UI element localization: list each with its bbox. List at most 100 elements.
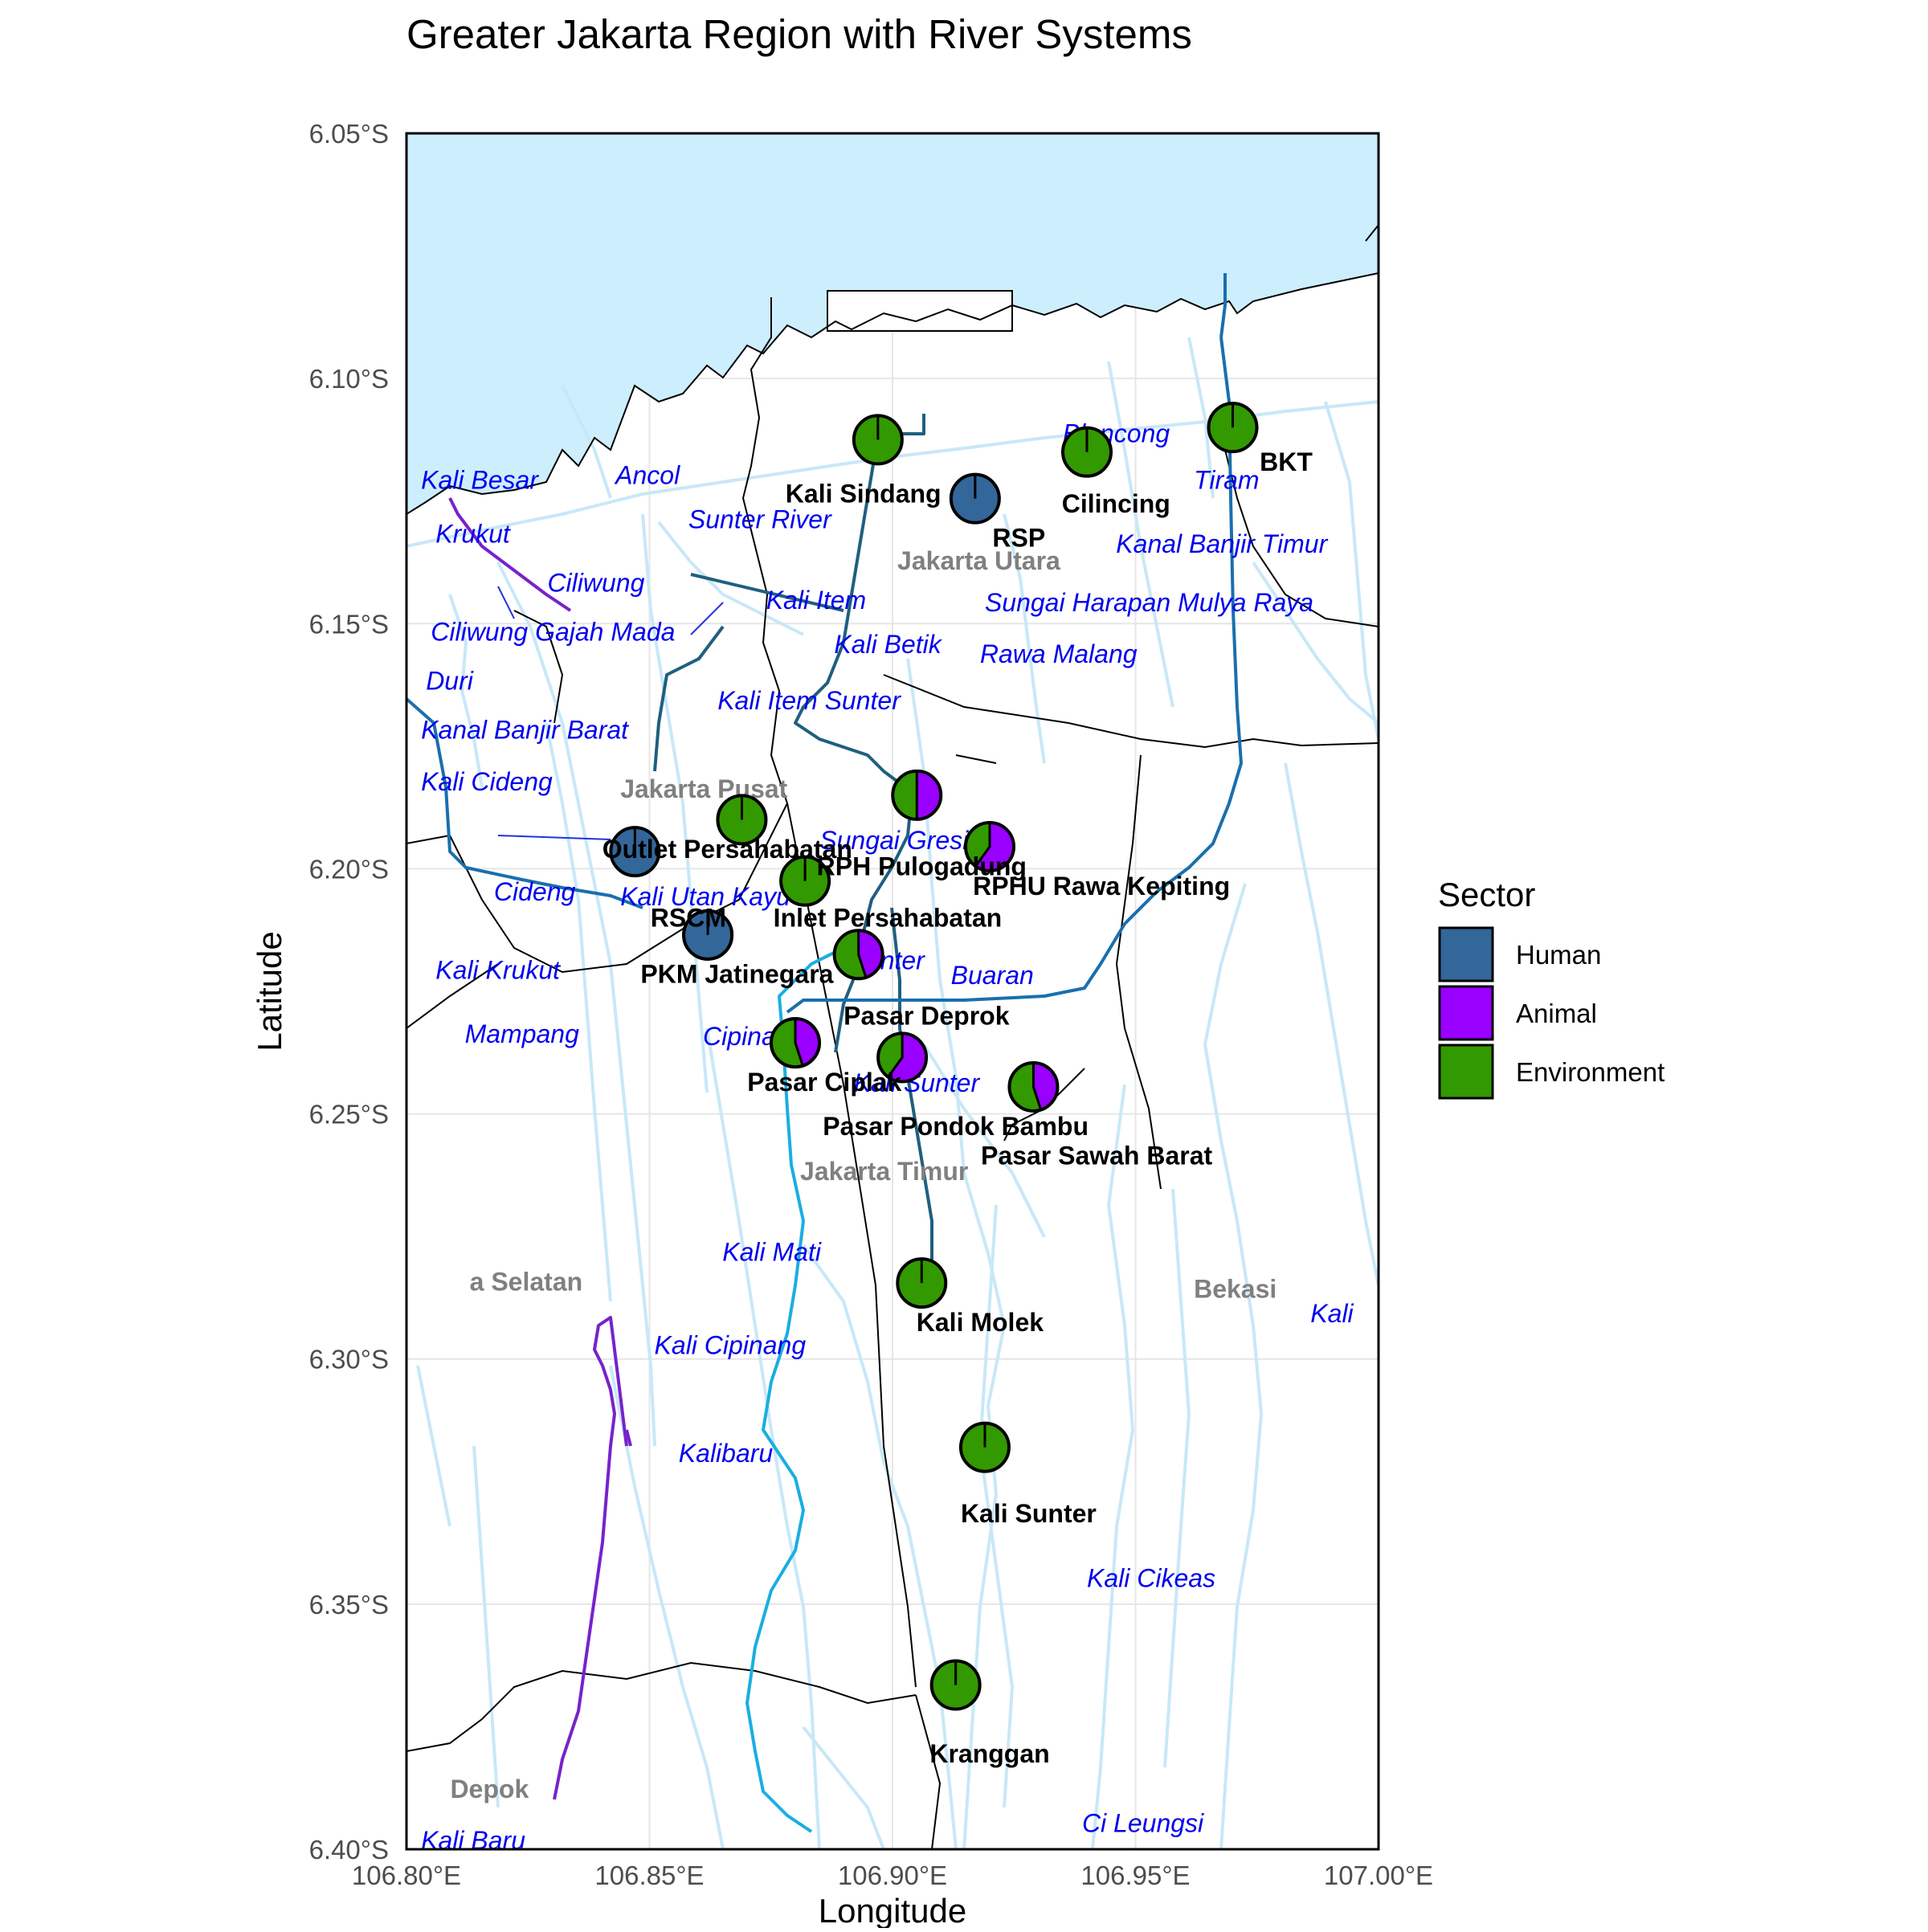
minor-river	[545, 722, 612, 1302]
x-tick-label: 106.95°E	[1080, 1861, 1190, 1890]
river-label: Ciliwung	[547, 569, 644, 598]
site-label: Kali Molek	[917, 1308, 1044, 1337]
coastline	[406, 272, 1379, 515]
site-marker	[779, 855, 831, 907]
pie-outline	[964, 820, 1015, 872]
admin-label: Bekasi	[1194, 1274, 1276, 1303]
river-label: Duri	[426, 667, 474, 696]
minor-river	[1284, 762, 1379, 1286]
legend-title: Sector	[1438, 876, 1535, 913]
y-tick-label: 6.40°S	[309, 1835, 389, 1865]
minor-river	[1203, 883, 1264, 1849]
panel-border	[405, 132, 1380, 1851]
y-tick-label: 6.30°S	[309, 1345, 389, 1374]
minor-river	[1107, 361, 1174, 708]
minor-river	[922, 1043, 1046, 1238]
map-layers: Jakarta Utara Jakarta Pusat Jakarta Timur a…	[406, 133, 1379, 1849]
river-label: Kali Utan Kayu	[620, 882, 790, 911]
sampling-sites	[609, 402, 1259, 1711]
admin-labels: Jakarta Utara Jakarta Pusat Jakarta Timur a…	[450, 546, 1276, 1803]
minor-river	[1252, 561, 1379, 725]
site-label: RSP	[992, 523, 1045, 552]
minor-river	[609, 1365, 725, 1849]
site-marker	[852, 414, 904, 466]
admin-label: Jakarta Pusat	[620, 774, 787, 803]
pie-outline	[770, 1017, 821, 1069]
major-river	[786, 337, 1243, 1014]
river-label: Kali Krukut	[435, 956, 561, 985]
legend-swatch	[1438, 985, 1494, 1041]
site-marker	[896, 1257, 948, 1309]
site-marker	[682, 909, 734, 961]
minor-river	[641, 513, 709, 1093]
minor-river	[1324, 401, 1379, 740]
x-tick-label: 106.90°E	[838, 1861, 947, 1890]
river-label: Ancol	[614, 460, 680, 489]
major-river	[448, 497, 572, 612]
major-river	[834, 794, 913, 1053]
admin-boundary	[513, 610, 564, 724]
port-outline	[827, 290, 1013, 332]
river-label: Sunter River	[688, 504, 832, 533]
minor-river	[802, 1244, 958, 1849]
site-label: Pasar Pondok Bambu	[823, 1112, 1089, 1141]
admin-boundary	[406, 963, 499, 1029]
legend-swatch	[1438, 926, 1494, 982]
site-label: Kali Sunter	[961, 1499, 1097, 1528]
site-marker	[876, 1031, 929, 1084]
minor-river	[1163, 1188, 1191, 1768]
minor-river	[416, 1365, 451, 1527]
major-river	[625, 1429, 632, 1447]
major-rivers	[406, 273, 1243, 1833]
river-label: Rawa Malang	[980, 639, 1138, 668]
site-marker	[716, 794, 768, 846]
map-title: Greater Jakarta Region with River System…	[406, 11, 1192, 57]
legend-label: Environment	[1516, 1057, 1665, 1087]
admin-boundary	[1115, 754, 1162, 1190]
minor-river	[802, 1726, 885, 1849]
river-label: Sungai Gresik	[819, 826, 982, 855]
x-tick-label: 107.00°E	[1324, 1861, 1433, 1890]
site-label: Outlet Persahabatan	[602, 835, 852, 864]
admin-boundary	[1220, 433, 1379, 627]
major-river	[745, 946, 844, 1833]
river-label: Kali Item	[766, 586, 866, 615]
river-label: Kalibaru	[679, 1439, 774, 1468]
site-marker	[609, 826, 661, 878]
site-marker	[1061, 426, 1113, 478]
site-label: BKT	[1260, 447, 1313, 476]
admin-boundary	[406, 803, 788, 974]
y-tick-label: 6.15°S	[309, 609, 389, 639]
admin-label: Jakarta Timur	[800, 1157, 968, 1186]
major-river	[890, 907, 933, 1269]
y-axis-ticks: 6.05°S 6.10°S 6.15°S 6.20°S 6.25°S 6.30°S 6.35…	[309, 119, 389, 1865]
admin-boundary	[406, 1661, 917, 1752]
site-label: Kali Sindang	[786, 480, 942, 509]
river-label: Kanal Banjir Barat	[421, 716, 629, 745]
x-axis-ticks: 106.80°E 106.85°E 106.90°E 106.95°E 107.00°E	[352, 1861, 1433, 1890]
river-label: Kali Item Sunter	[717, 686, 901, 715]
site-marker	[964, 820, 1015, 872]
map-panel[interactable]: Jakarta Utara Jakarta Pusat Jakarta Timur a…	[405, 132, 1380, 1855]
river-label: Sungai Harapan Mulya Raya	[985, 588, 1313, 617]
river-label: Krukut	[435, 520, 511, 549]
river-label: Kali Besar	[421, 465, 539, 494]
legend-swatch	[1438, 1044, 1494, 1100]
admin-boundary	[915, 1694, 942, 1849]
major-river	[406, 697, 643, 909]
admin-label: Depok	[450, 1775, 529, 1803]
site-label: Pasar Deprok	[844, 1002, 1010, 1031]
minor-river	[1091, 1084, 1135, 1849]
site-label: Pasar Sawah Barat	[981, 1141, 1213, 1170]
admin-label: a Selatan	[470, 1267, 583, 1296]
y-tick-label: 6.35°S	[309, 1590, 389, 1620]
river-label: Kali Cideng	[421, 767, 553, 796]
minor-river	[906, 658, 1007, 1849]
site-marker	[832, 929, 884, 981]
major-river	[794, 449, 913, 797]
river-label: Kali	[1310, 1299, 1354, 1328]
site-label: Kranggan	[929, 1739, 1049, 1768]
pie-outline	[876, 1031, 929, 1084]
